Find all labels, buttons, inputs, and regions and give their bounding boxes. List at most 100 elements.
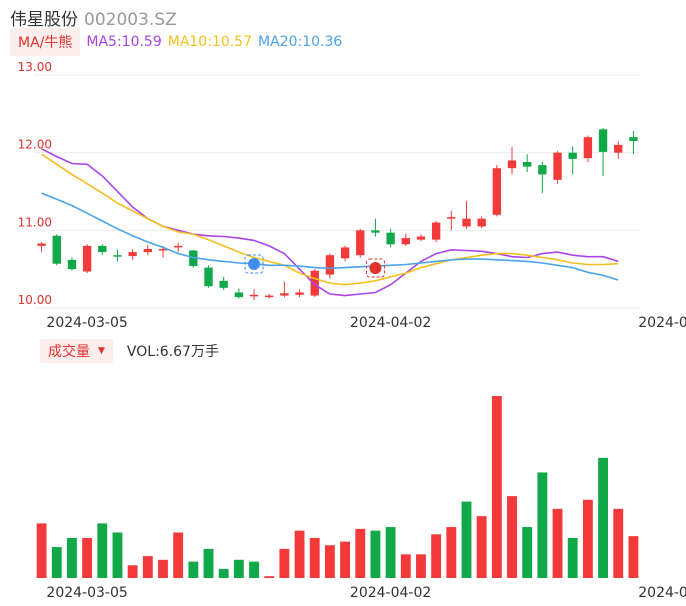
candle	[158, 248, 168, 251]
stock-name: 伟星股份	[10, 10, 78, 30]
volume-bar	[249, 561, 259, 578]
stock-header: 伟星股份 002003.SZ	[10, 5, 177, 30]
volume-value: VOL:6.67万手	[126, 344, 219, 360]
candle	[295, 292, 304, 295]
ma5-line	[41, 148, 619, 297]
ma10-label: MA10:10.57	[167, 34, 253, 50]
date-axis-label: 2024-05-06	[638, 315, 686, 331]
volume-date-label: 2024-04-02	[350, 585, 431, 601]
volume-bar	[264, 576, 275, 578]
volume-bar	[97, 523, 108, 578]
candle	[98, 245, 107, 253]
ma20-label: MA20:10.36	[258, 34, 343, 50]
volume-bar	[188, 561, 199, 578]
volume-bar	[431, 534, 442, 578]
candle	[234, 292, 244, 298]
candle	[538, 165, 547, 175]
volume-bar	[582, 499, 593, 578]
volume-bar	[67, 537, 77, 578]
date-axis-label: 2024-03-05	[46, 315, 127, 331]
bull-badge-icon	[365, 258, 385, 278]
candle	[143, 248, 152, 253]
volume-bar	[567, 537, 578, 578]
candle	[173, 245, 183, 248]
volume-bar	[82, 537, 93, 578]
price-axis-label: 11.00	[18, 215, 52, 229]
volume-bar	[385, 527, 396, 578]
candle	[113, 255, 122, 257]
marker-dot	[248, 258, 261, 270]
candle	[401, 238, 410, 245]
volume-bar	[112, 532, 123, 578]
volume-bar	[233, 559, 244, 578]
candle	[431, 222, 441, 240]
candle	[568, 152, 577, 159]
volume-bar	[218, 568, 229, 578]
candle	[583, 137, 593, 159]
volume-bar	[461, 501, 472, 578]
ma20-line	[41, 192, 619, 281]
volume-bar	[203, 548, 214, 578]
candle	[356, 230, 365, 256]
candle	[629, 137, 638, 142]
candle	[310, 270, 319, 296]
candle	[492, 168, 502, 215]
candle	[265, 295, 274, 298]
candle	[462, 218, 471, 227]
volume-bar	[309, 537, 320, 578]
candle	[67, 259, 77, 270]
candle	[371, 230, 380, 233]
volume-bar	[294, 530, 305, 578]
candle	[219, 280, 228, 288]
caret-down-icon: ▼	[98, 346, 105, 356]
candle	[280, 293, 289, 296]
volume-bar	[491, 396, 502, 578]
candle	[477, 218, 486, 227]
candle	[340, 247, 350, 259]
volume-bar	[476, 516, 487, 578]
volume-bar	[446, 527, 457, 578]
volume-indicator-button[interactable]: 成交量 ▼	[40, 339, 113, 363]
volume-bar	[324, 545, 335, 578]
price-axis-label: 10.00	[18, 293, 52, 307]
ma-indicator-button[interactable]: MA/牛熊	[10, 28, 81, 56]
price-axis-label: 12.00	[18, 138, 52, 152]
marker-frame	[244, 254, 264, 274]
volume-legend: 成交量 ▼ VOL:6.67万手	[40, 339, 219, 363]
volume-bar	[127, 565, 138, 578]
candle	[249, 294, 259, 297]
ma10-line	[41, 153, 619, 286]
snowflake-badge-icon	[244, 254, 264, 274]
volume-bar	[598, 457, 608, 578]
volume-bar	[340, 541, 351, 578]
volume-bar	[537, 472, 548, 578]
volume-bar	[36, 523, 47, 578]
candle	[553, 152, 562, 180]
volume-bar	[279, 548, 290, 578]
ma5-label: MA5:10.59	[86, 34, 162, 50]
volume-bar	[522, 527, 533, 578]
ma-legend: MA/牛熊 MA5:10.59 MA10:10.57 MA20:10.36	[10, 28, 348, 56]
candle	[325, 255, 335, 275]
marker-frame	[365, 258, 385, 278]
volume-bar	[142, 556, 153, 578]
candle	[447, 217, 456, 219]
marker-dot	[369, 262, 382, 274]
candle	[598, 129, 608, 152]
volume-bar	[173, 532, 184, 578]
candle	[128, 252, 137, 256]
volume-bar	[416, 554, 426, 578]
volume-bar	[51, 547, 62, 578]
volume-indicator-label: 成交量	[48, 344, 90, 360]
volume-bar	[370, 530, 381, 578]
price-axis-label: 13.00	[18, 60, 52, 74]
volume-bar	[355, 528, 366, 578]
candle	[386, 232, 395, 245]
volume-bar	[613, 508, 624, 578]
candle	[507, 160, 517, 169]
candle	[204, 267, 213, 287]
volume-date-label: 2024-03-05	[46, 585, 127, 601]
candle	[82, 245, 92, 272]
stock-code: 002003.SZ	[84, 10, 177, 30]
